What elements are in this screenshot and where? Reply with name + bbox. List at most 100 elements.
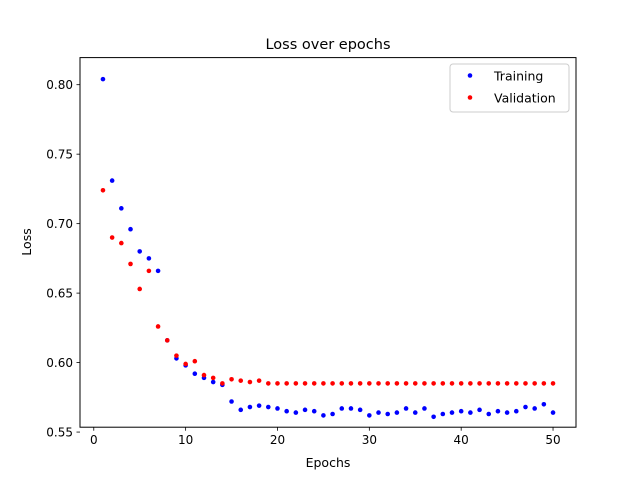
y-tick-label: 0.55	[46, 425, 73, 439]
x-tick-label: 30	[362, 433, 377, 447]
training-point	[265, 404, 271, 410]
training-point	[422, 406, 427, 411]
y-tick-label: 0.75	[46, 147, 73, 161]
validation-point	[495, 381, 501, 386]
training-point	[468, 410, 473, 415]
validation-point	[431, 381, 436, 386]
training-point	[513, 408, 519, 414]
training-point	[155, 268, 161, 274]
training-point	[495, 408, 501, 414]
validation-point	[440, 381, 446, 386]
training-point	[440, 411, 446, 417]
validation-point	[155, 324, 161, 329]
plot-area: 0 10 20 30 40 50 0.55 0.60 0.65 0.70 0.75 0.80	[46, 76, 561, 447]
validation-point	[220, 381, 225, 386]
training-point	[449, 410, 455, 415]
training-point	[550, 410, 556, 415]
validation-point	[468, 381, 473, 386]
validation-point	[100, 187, 106, 193]
legend-marker-validation	[467, 95, 473, 100]
training-point	[376, 410, 381, 415]
training-point	[541, 401, 547, 407]
validation-point	[504, 381, 510, 386]
training-point	[385, 411, 391, 417]
training-point	[367, 413, 372, 418]
training-point	[523, 404, 528, 410]
legend-marker-training	[467, 73, 473, 78]
validation-point	[174, 353, 179, 358]
x-tick-label: 50	[545, 433, 560, 447]
x-tick-label: 10	[178, 433, 193, 447]
validation-point	[422, 381, 427, 386]
training-point	[128, 226, 133, 232]
training-point	[311, 408, 317, 414]
validation-point	[394, 381, 400, 386]
legend-label-validation: Validation	[494, 91, 556, 106]
validation-point	[357, 381, 363, 386]
validation-point	[458, 381, 464, 386]
training-point	[109, 178, 115, 183]
training-point	[146, 256, 152, 261]
validation-point	[513, 381, 519, 386]
validation-point	[183, 361, 188, 367]
legend-label-training: Training	[493, 69, 543, 84]
validation-point	[311, 381, 317, 386]
validation-point	[238, 378, 244, 383]
validation-point	[412, 381, 418, 386]
validation-point	[550, 381, 556, 386]
y-tick-label: 0.65	[46, 286, 73, 300]
training-point	[458, 408, 464, 414]
x-tick-label: 0	[90, 433, 98, 447]
training-point	[348, 406, 354, 411]
validation-point	[339, 381, 345, 386]
training-point	[431, 414, 436, 420]
training-point	[275, 406, 280, 411]
validation-point	[302, 381, 308, 386]
validation-point	[210, 375, 216, 381]
validation-point	[367, 381, 372, 386]
chart-title: Loss over epochs	[265, 37, 390, 53]
training-point	[330, 411, 335, 417]
validation-point	[348, 381, 354, 386]
validation-point	[284, 381, 289, 386]
training-point	[238, 407, 244, 413]
validation-point	[192, 358, 198, 364]
training-point	[339, 406, 345, 411]
legend: Training Validation	[449, 63, 570, 113]
validation-point	[403, 381, 409, 386]
training-point	[412, 410, 418, 415]
validation-point	[119, 240, 124, 246]
training-point	[394, 410, 400, 415]
validation-point	[128, 261, 133, 267]
validation-point	[449, 381, 455, 386]
validation-point	[256, 378, 262, 383]
validation-point	[385, 381, 391, 386]
training-point	[403, 406, 409, 411]
training-point	[256, 403, 262, 408]
training-point	[284, 408, 289, 414]
validation-point	[146, 268, 152, 274]
validation-point	[109, 235, 115, 240]
training-point	[100, 76, 106, 82]
training-point	[293, 410, 299, 415]
validation-point	[293, 381, 299, 386]
training-point	[357, 407, 363, 413]
validation-point	[247, 379, 253, 385]
training-point	[504, 410, 510, 415]
y-tick-label: 0.60	[46, 356, 73, 370]
y-axis-label: Loss	[19, 228, 34, 255]
validation-point	[486, 381, 492, 386]
validation-point	[275, 381, 280, 386]
training-point	[137, 249, 143, 254]
x-axis-label: Epochs	[306, 455, 351, 470]
legend-box	[449, 63, 570, 113]
validation-point	[137, 286, 143, 292]
validation-point	[164, 338, 170, 343]
validation-point	[321, 381, 326, 386]
validation-point	[265, 381, 271, 386]
training-point	[486, 411, 492, 417]
plot-frame	[79, 57, 577, 428]
validation-point	[229, 376, 234, 382]
training-point	[532, 406, 537, 411]
